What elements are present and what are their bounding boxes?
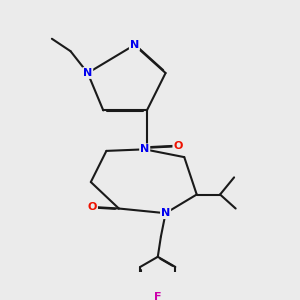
Text: N: N [83,68,92,78]
Text: O: O [173,141,183,151]
Text: N: N [130,40,139,50]
Text: O: O [88,202,97,212]
Text: F: F [154,292,161,300]
Text: N: N [161,208,170,218]
Text: N: N [140,144,149,154]
